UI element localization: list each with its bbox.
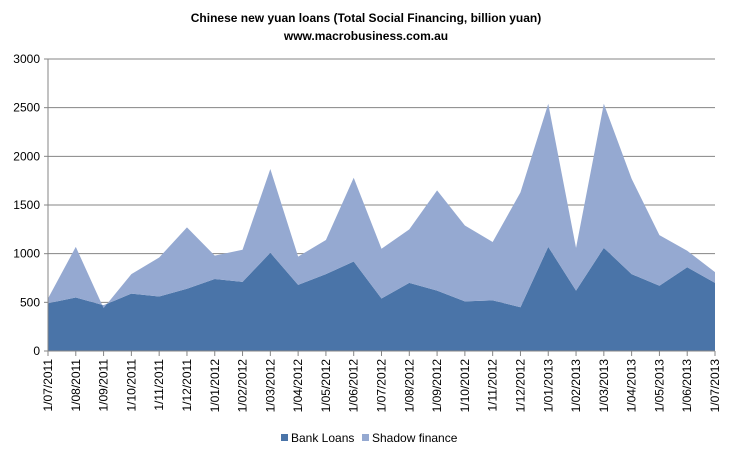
x-tick-label: 1/08/2012: [402, 359, 416, 413]
x-tick-label: 1/01/2012: [208, 359, 222, 413]
y-tick-label: 3000: [13, 52, 40, 66]
x-tick-label: 1/05/2012: [319, 359, 333, 413]
x-tick-label: 1/02/2012: [236, 359, 250, 413]
series-area-shadow-finance: [48, 103, 715, 309]
x-tick-label: 1/11/2011: [152, 359, 166, 411]
x-tick-label: 1/06/2012: [347, 359, 361, 413]
x-tick-label: 1/02/2013: [569, 359, 583, 413]
x-tick-label: 1/10/2011: [124, 359, 138, 412]
x-tick-label: 1/07/2012: [375, 359, 389, 413]
x-tick-label: 1/10/2012: [458, 359, 472, 413]
x-tick-label: 1/09/2012: [430, 359, 444, 413]
y-tick-label: 2500: [13, 101, 40, 115]
legend-label-bank-loans: Bank Loans: [291, 431, 354, 445]
y-axis-ticks: 0 500 1000 1500 2000 2500 3000: [13, 52, 48, 358]
x-tick-label: 1/11/2012: [486, 359, 500, 412]
y-tick-label: 1000: [13, 247, 40, 261]
x-tick-label: 1/03/2013: [597, 359, 611, 413]
x-tick-label: 1/12/2011: [180, 359, 194, 412]
legend-swatch-shadow-finance: [362, 434, 369, 441]
series-area-bank-loans: [48, 246, 715, 351]
y-tick-label: 1500: [13, 198, 40, 212]
x-tick-label: 1/05/2013: [652, 359, 666, 413]
y-tick-label: 2000: [13, 149, 40, 163]
chart-title: Chinese new yuan loans (Total Social Fin…: [191, 11, 542, 25]
plot-area: [48, 103, 715, 351]
x-axis-ticks: 1/07/2011 1/08/2011 1/09/2011 1/10/2011 1/11…: [41, 351, 722, 412]
y-tick-label: 500: [20, 295, 40, 309]
x-tick-label: 1/07/2013: [708, 359, 722, 413]
x-tick-label: 1/01/2013: [541, 359, 555, 413]
x-tick-label: 1/04/2013: [625, 359, 639, 413]
chart-subtitle: www.macrobusiness.com.au: [283, 29, 448, 43]
x-tick-label: 1/07/2011: [41, 359, 55, 412]
legend-swatch-bank-loans: [281, 434, 288, 441]
x-tick-label: 1/08/2011: [69, 359, 83, 412]
legend: Bank Loans Shadow finance: [281, 431, 458, 445]
x-tick-label: 1/09/2011: [97, 359, 111, 412]
x-tick-label: 1/03/2012: [263, 359, 277, 413]
x-tick-label: 1/06/2013: [680, 359, 694, 413]
x-tick-label: 1/12/2012: [513, 359, 527, 413]
y-tick-label: 0: [33, 344, 40, 358]
legend-label-shadow-finance: Shadow finance: [372, 431, 458, 445]
x-tick-label: 1/04/2012: [291, 359, 305, 413]
